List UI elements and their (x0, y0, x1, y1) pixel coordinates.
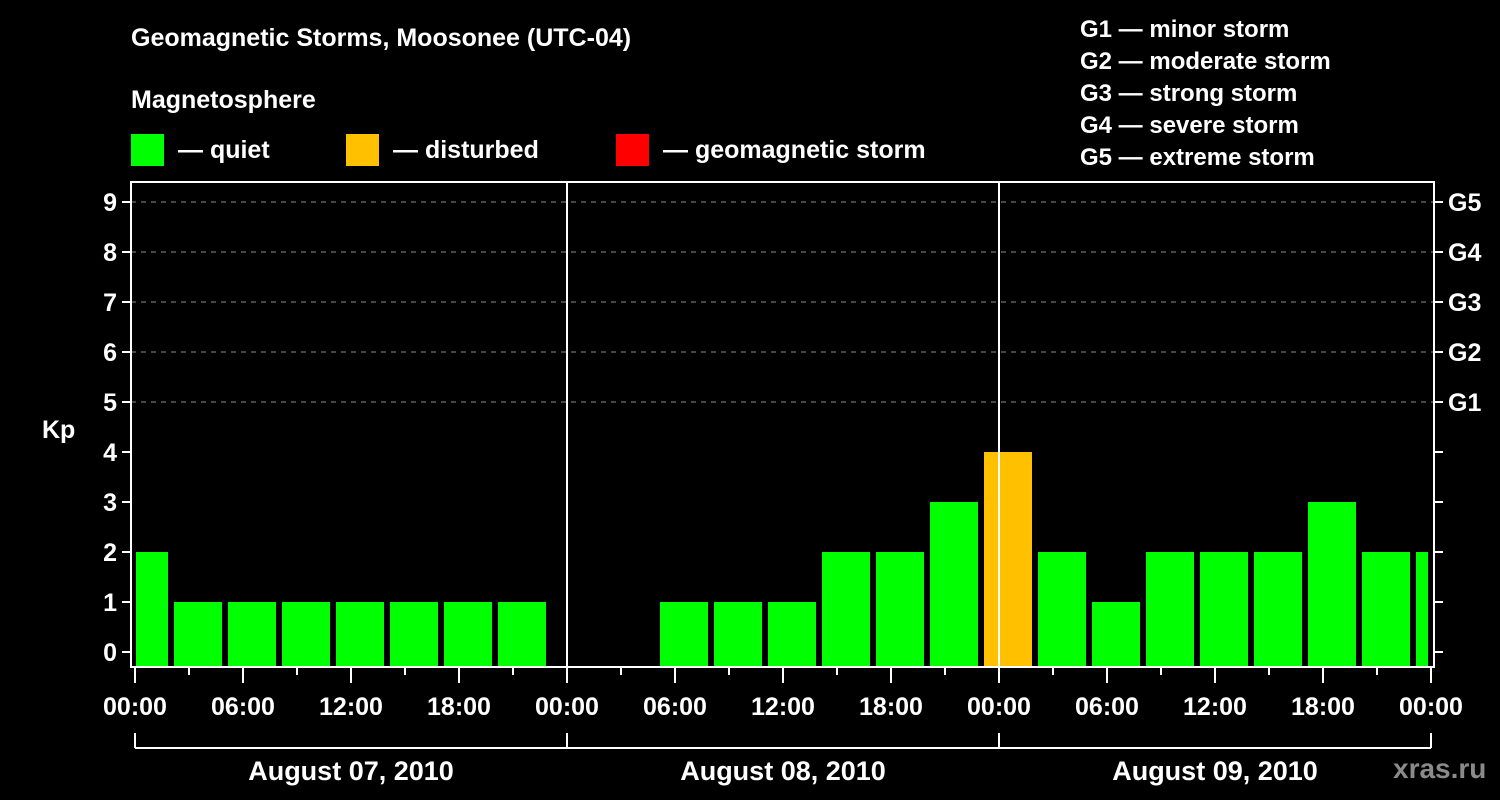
chart-title: Geomagnetic Storms, Moosonee (UTC-04) (131, 24, 632, 52)
chart-subtitle: Magnetosphere (131, 86, 316, 114)
x-tick-label: 00:00 (1399, 693, 1463, 721)
x-tick-label: 12:00 (319, 693, 383, 721)
watermark: xras.ru (1393, 753, 1487, 784)
bar (1146, 552, 1194, 667)
legend-label-quiet: — quiet (178, 135, 270, 164)
g-scale-label: G3 (1448, 289, 1481, 317)
bar (136, 552, 168, 667)
bar (1416, 552, 1428, 667)
legend-swatch-storm (616, 134, 649, 166)
bar (1308, 502, 1356, 667)
y-tick-label: 3 (103, 489, 117, 517)
bar (1038, 552, 1086, 667)
g-scale-label: G4 (1448, 239, 1481, 267)
storm-scale-g5: G5 — extreme storm (1080, 144, 1315, 171)
bar (660, 602, 708, 667)
bar (390, 602, 438, 667)
storm-scale-g3: G3 — strong storm (1080, 80, 1298, 107)
legend-swatch-disturbed (346, 134, 379, 166)
bar (1092, 602, 1140, 667)
storm-scale-g4: G4 — severe storm (1080, 112, 1299, 139)
x-tick-label: 00:00 (967, 693, 1031, 721)
bar (822, 552, 870, 667)
x-tick-label: 06:00 (643, 693, 707, 721)
bar (282, 602, 330, 667)
bar (336, 602, 384, 667)
legend-label-storm: — geomagnetic storm (663, 135, 926, 164)
y-tick-label: 7 (103, 289, 117, 317)
date-label: August 08, 2010 (680, 756, 886, 786)
bar (1200, 552, 1248, 667)
grid-lines (131, 201, 1434, 403)
axis-labels: 0 1 2 3 4 5 6 7 8 9 G1 G2 G3 G4 G5 Kp 00:00 06:00 12:00 18:… (42, 189, 1481, 786)
x-tick-label: 18:00 (1291, 693, 1355, 721)
legend-label-disturbed: — disturbed (393, 135, 539, 164)
bar (174, 602, 222, 667)
x-tick-label: 18:00 (859, 693, 923, 721)
g-scale-label: G5 (1448, 189, 1481, 217)
y-axis-label: Kp (42, 416, 75, 444)
legend-item-disturbed: — disturbed (346, 134, 539, 166)
y-tick-label: 1 (103, 589, 117, 617)
legend-item-storm: — geomagnetic storm (616, 134, 926, 166)
x-tick-label: 12:00 (1183, 693, 1247, 721)
storm-scale-g1: G1 — minor storm (1080, 16, 1290, 43)
bar (444, 602, 492, 667)
y-tick-label: 4 (103, 439, 117, 467)
y-tick-label: 6 (103, 339, 117, 367)
x-tick-label: 06:00 (211, 693, 275, 721)
bar (768, 602, 816, 667)
g-scale-label: G1 (1448, 389, 1481, 417)
bar (228, 602, 276, 667)
bar (498, 602, 546, 667)
date-label: August 07, 2010 (248, 756, 454, 786)
y-tick-label: 9 (103, 189, 117, 217)
x-tick-label: 18:00 (427, 693, 491, 721)
bar (1362, 552, 1410, 667)
y-tick-label: 5 (103, 389, 117, 417)
y-tick-label: 2 (103, 539, 117, 567)
y-tick-label: 8 (103, 239, 117, 267)
legend-item-quiet: — quiet (131, 134, 270, 166)
x-tick-label: 06:00 (1075, 693, 1139, 721)
y-tick-label: 0 (103, 639, 117, 667)
storm-scale-legend: G1 — minor storm G2 — moderate storm G3 … (1080, 14, 1331, 174)
bar (930, 502, 978, 667)
axes (122, 181, 1443, 749)
bar (984, 452, 1032, 667)
bar (714, 602, 762, 667)
storm-scale-g2: G2 — moderate storm (1080, 48, 1331, 75)
legend-swatch-quiet (131, 134, 164, 166)
x-tick-label: 00:00 (103, 693, 167, 721)
bars (136, 452, 1428, 667)
x-tick-label: 00:00 (535, 693, 599, 721)
bar (1254, 552, 1302, 667)
g-scale-label: G2 (1448, 339, 1481, 367)
x-tick-label: 12:00 (751, 693, 815, 721)
bar (876, 552, 924, 667)
date-label: August 09, 2010 (1112, 756, 1318, 786)
